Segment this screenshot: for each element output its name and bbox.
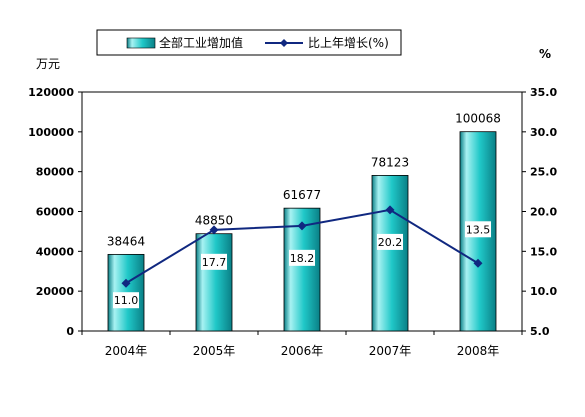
x-tick-label: 2006年 bbox=[281, 344, 324, 358]
legend-swatch-bar bbox=[126, 37, 156, 49]
y-right-tick-label: 5.0 bbox=[530, 325, 550, 338]
growth-point bbox=[473, 258, 483, 268]
bar-value-label: 48850 bbox=[195, 214, 233, 228]
y-left-unit: 万元 bbox=[36, 57, 60, 71]
y-right-unit: % bbox=[539, 47, 551, 61]
y-left-tick-label: 80000 bbox=[36, 166, 75, 179]
bar-value-label: 38464 bbox=[107, 234, 145, 248]
y-right-tick-label: 25.0 bbox=[530, 166, 557, 179]
x-tick-label: 2004年 bbox=[105, 344, 148, 358]
growth-value-label: 18.2 bbox=[290, 252, 315, 265]
growth-label-box bbox=[201, 253, 227, 270]
bar-value-label: 78123 bbox=[371, 155, 409, 169]
growth-label-box bbox=[377, 233, 403, 250]
legend-swatch-marker bbox=[280, 39, 288, 47]
legend-label-line: 比上年增长(%) bbox=[308, 36, 389, 50]
y-left-tick-label: 0 bbox=[66, 325, 74, 338]
growth-line bbox=[121, 205, 483, 288]
growth-point bbox=[297, 221, 307, 231]
growth-value-label: 17.7 bbox=[202, 256, 227, 269]
growth-value-label: 11.0 bbox=[114, 294, 139, 307]
bar-value-label: 61677 bbox=[283, 188, 321, 202]
bar bbox=[195, 233, 233, 332]
y-right-tick-label: 20.0 bbox=[530, 206, 557, 219]
x-tick-label: 2005年 bbox=[193, 344, 236, 358]
y-left-tick-label: 20000 bbox=[36, 285, 75, 298]
y-right-tick-label: 35.0 bbox=[530, 86, 557, 99]
x-tick-label: 2008年 bbox=[457, 344, 500, 358]
growth-label-box bbox=[465, 221, 491, 238]
growth-label-box bbox=[289, 249, 315, 266]
growth-point bbox=[121, 278, 131, 288]
legend: 全部工业增加值 比上年增长(%) bbox=[96, 29, 402, 56]
growth-value-label: 20.2 bbox=[378, 236, 403, 249]
growth-value-label: 13.5 bbox=[466, 223, 491, 236]
legend-label-bar: 全部工业增加值 bbox=[159, 35, 243, 50]
y-left-tick-label: 40000 bbox=[36, 245, 75, 258]
bar-value-label: 100068 bbox=[455, 112, 501, 126]
growth-label-box bbox=[113, 292, 139, 309]
y-right-tick-label: 10.0 bbox=[530, 285, 557, 298]
y-right-tick-label: 30.0 bbox=[530, 126, 557, 139]
line-labels: 11.0 17.7 18.2 20.2 13.5 bbox=[113, 221, 491, 309]
bar bbox=[371, 175, 409, 332]
axes: 0 20000 40000 60000 80000 100000 120000 5.0 10.0… bbox=[28, 86, 557, 358]
y-left-tick-label: 120000 bbox=[28, 86, 74, 99]
bar-labels: 38464 48850 61677 78123 100068 bbox=[107, 112, 501, 249]
growth-point bbox=[209, 225, 219, 235]
growth-point bbox=[385, 205, 395, 215]
bars bbox=[107, 131, 497, 332]
x-tick-label: 2007年 bbox=[369, 344, 412, 358]
y-left-tick-label: 100000 bbox=[28, 126, 74, 139]
y-left-tick-label: 60000 bbox=[36, 206, 75, 219]
y-right-tick-label: 15.0 bbox=[530, 245, 557, 258]
